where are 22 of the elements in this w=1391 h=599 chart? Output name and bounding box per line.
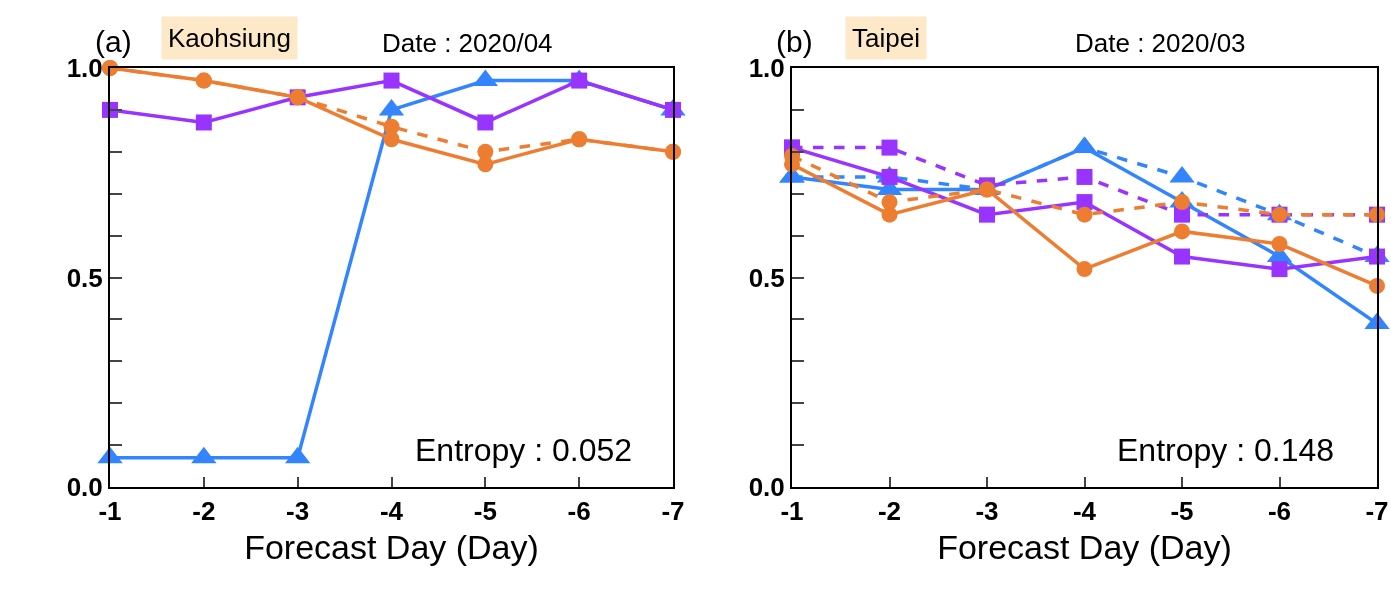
x-tick-label: -4 — [379, 496, 404, 527]
annotation: Entropy : 0.052 — [415, 432, 633, 468]
x-tick-label: -7 — [1365, 496, 1389, 527]
x-tick-label: -7 — [661, 496, 685, 527]
x-tick-label: -6 — [567, 496, 591, 527]
chart-subtitle: Kaohsiung — [168, 23, 291, 53]
x-axis-title: Forecast Day (Day) — [244, 528, 539, 566]
x-tick-label: -3 — [975, 496, 999, 527]
x-tick-label: -4 — [1072, 496, 1097, 527]
x-tick-label: -5 — [473, 496, 497, 527]
text: Date : 2020/03 — [1075, 28, 1246, 58]
x-tick-label: -2 — [877, 496, 902, 527]
x-tick-label: -6 — [1267, 496, 1292, 527]
x-tick-label: -5 — [1170, 496, 1194, 527]
chart-subtitle: Taipei — [852, 23, 920, 53]
x-tick-label: -2 — [192, 496, 216, 527]
x-axis-title: Forecast Day (Day) — [937, 528, 1232, 566]
text: Date : 2020/04 — [382, 28, 553, 58]
y-tick-label: 0.5 — [66, 262, 103, 293]
x-tick-label: -3 — [286, 496, 310, 527]
y-tick-label: 0.5 — [748, 262, 785, 293]
annotation: Entropy : 0.148 — [1117, 432, 1335, 468]
